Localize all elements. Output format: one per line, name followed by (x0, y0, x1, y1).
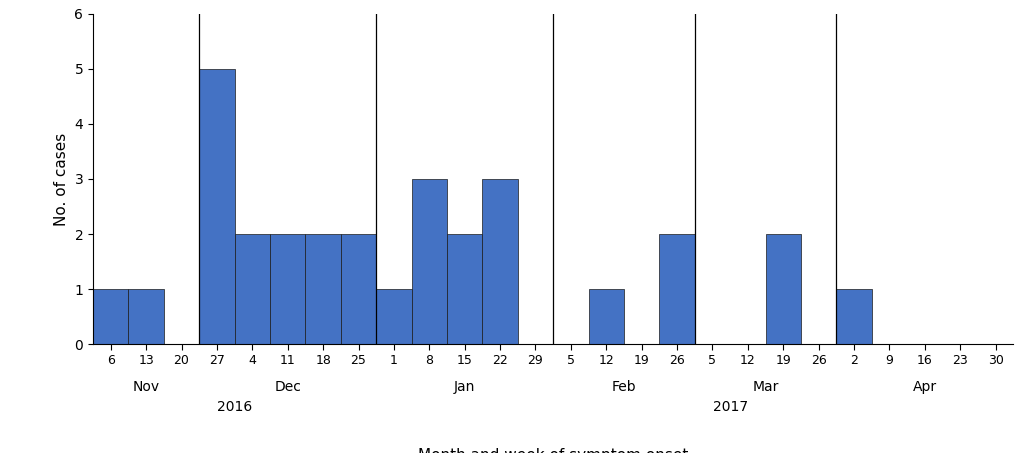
Bar (412, 179, 447, 344)
Text: Feb: Feb (612, 381, 636, 395)
Bar (588, 289, 624, 344)
Bar (660, 234, 695, 344)
Y-axis label: No. of cases: No. of cases (54, 132, 69, 226)
Bar (765, 234, 801, 344)
Text: Jan: Jan (454, 381, 476, 395)
Bar (270, 234, 305, 344)
Bar (93, 289, 128, 344)
Bar (341, 234, 376, 344)
Text: Dec: Dec (274, 381, 301, 395)
Bar (305, 234, 341, 344)
Text: 2017: 2017 (712, 400, 748, 414)
Text: Nov: Nov (132, 381, 159, 395)
Text: 2016: 2016 (217, 400, 252, 414)
Bar (128, 289, 163, 344)
Text: Apr: Apr (913, 381, 937, 395)
Bar (200, 69, 235, 344)
X-axis label: Month and week of symptom onset: Month and week of symptom onset (418, 448, 689, 453)
Bar (376, 289, 412, 344)
Text: Mar: Mar (753, 381, 779, 395)
Bar (837, 289, 872, 344)
Bar (235, 234, 270, 344)
Bar (447, 234, 483, 344)
Bar (483, 179, 518, 344)
